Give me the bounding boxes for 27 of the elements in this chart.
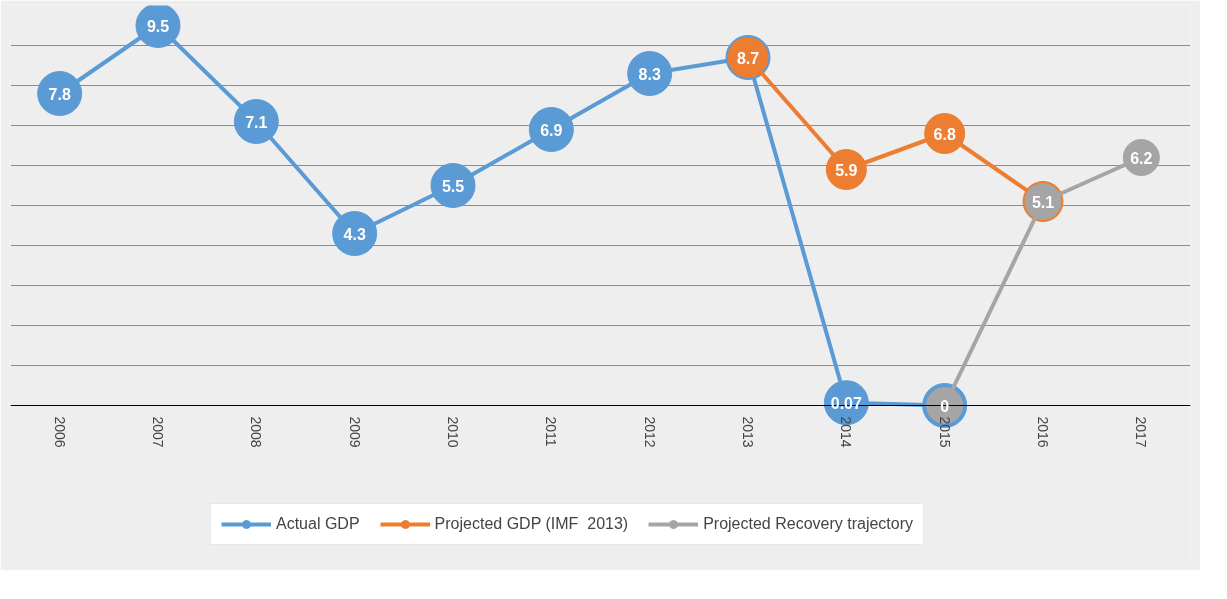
data-label: 7.8: [48, 85, 71, 103]
data-label: 5.9: [835, 161, 858, 179]
data-label: 6.2: [1130, 149, 1153, 167]
legend-label: Actual GDP: [276, 515, 360, 533]
data-label: 6.9: [540, 121, 563, 139]
data-label: 7.1: [245, 113, 268, 131]
legend-label: Projected GDP (IMF 2013): [434, 515, 629, 533]
x-tick-label: 2016: [1035, 416, 1051, 448]
x-tick-label: 2015: [936, 416, 953, 448]
x-tick-label: 2009: [346, 416, 363, 448]
data-label: 6.8: [933, 125, 956, 143]
x-tick-label: 2014: [838, 416, 855, 448]
data-label: 4.3: [343, 225, 366, 243]
data-label: 8.7: [736, 49, 760, 67]
x-tick-label: 2007: [150, 416, 166, 448]
x-tick-label: 2013: [740, 416, 756, 448]
data-label: 9.5: [146, 17, 170, 35]
x-tick-label: 2006: [51, 416, 68, 448]
legend-label: Projected Recovery trajectory: [703, 515, 914, 533]
data-label: 8.3: [638, 65, 661, 83]
x-tick-label: 2010: [445, 416, 461, 448]
data-label: 5.1: [1031, 193, 1055, 211]
x-tick-label: 2017: [1133, 416, 1150, 448]
x-tick-label: 2011: [543, 416, 560, 447]
x-tick-label: 2008: [248, 416, 265, 448]
data-label: 5.5: [441, 177, 465, 195]
x-tick-label: 2012: [641, 416, 658, 448]
